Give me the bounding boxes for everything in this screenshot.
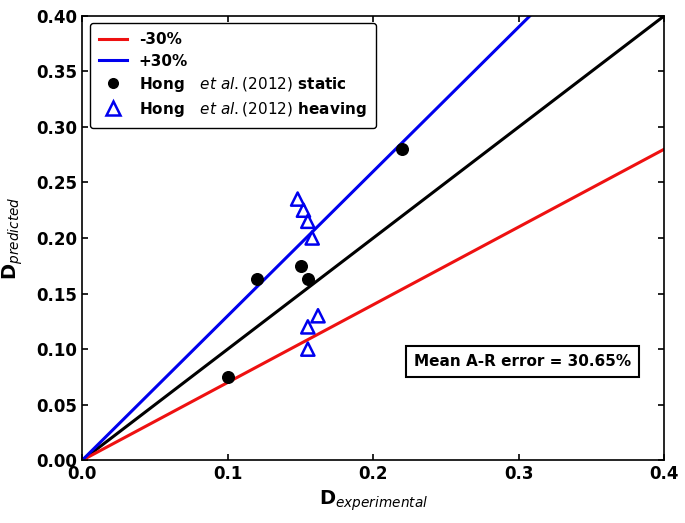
Point: [302, 345, 313, 354]
Legend: -30%, +30%, Hong   $\it{et\ al.(2012)}$ static, Hong   $\it{et\ al.(2012)}$ heav: -30%, +30%, Hong $\it{et\ al.(2012)}$ st…: [90, 24, 375, 128]
Point: [302, 275, 313, 283]
Point: [292, 195, 303, 203]
Point: [302, 217, 313, 225]
Point: [312, 312, 323, 320]
Y-axis label: D$_{predicted}$: D$_{predicted}$: [1, 196, 25, 280]
X-axis label: D$_{experimental}$: D$_{experimental}$: [319, 488, 428, 513]
Point: [302, 323, 313, 331]
Text: Mean A-R error = 30.65%: Mean A-R error = 30.65%: [414, 354, 631, 369]
Point: [307, 234, 318, 242]
Point: [295, 262, 306, 270]
Point: [222, 373, 233, 381]
Point: [298, 206, 309, 214]
Point: [397, 145, 408, 153]
Point: [251, 275, 262, 283]
